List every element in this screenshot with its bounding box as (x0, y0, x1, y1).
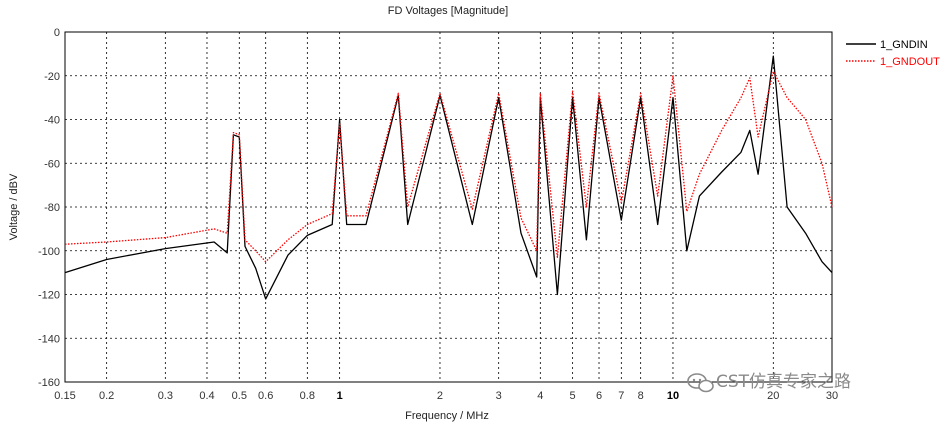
wechat-icon (687, 373, 714, 393)
x-tick-label: 0.2 (99, 390, 114, 402)
x-tick-label: 4 (537, 390, 543, 402)
grid (65, 32, 832, 382)
x-tick-label: 7 (618, 390, 624, 402)
watermark: CST仿真专家之路 (687, 372, 851, 393)
x-tick-label: 5 (570, 390, 576, 402)
x-tick-label: 6 (596, 390, 602, 402)
y-tick-label: -140 (38, 333, 60, 345)
x-tick-label: 0.8 (300, 390, 315, 402)
series-line-1 (64, 55, 833, 300)
x-tick-label: 3 (496, 390, 502, 402)
x-axis-label: Frequency / MHz (405, 410, 489, 422)
x-tick-label: 0.4 (199, 390, 214, 402)
x-tick-label: 0.3 (158, 390, 173, 402)
watermark-text: CST仿真专家之路 (716, 372, 851, 392)
x-tick-label: 8 (638, 390, 644, 402)
y-tick-label: 0 (54, 27, 60, 39)
x-axis-ticks: 0.15 0.2 0.3 0.4 0.5 0.6 0.8 1 2 3 4 5 6 7 8 10 20 30 (54, 390, 838, 402)
x-tick-label: 0.6 (258, 390, 273, 402)
y-tick-label: -120 (38, 290, 60, 302)
chart-title: FD Voltages [Magnitude] (388, 5, 508, 17)
x-tick-label: 20 (767, 390, 779, 402)
x-tick-label: 2 (437, 390, 443, 402)
series-layer (64, 55, 833, 300)
y-axis-ticks: 0 -20 -40 -60 -80 -100 -120 -140 -160 (38, 27, 60, 389)
series-line-2 (64, 70, 833, 263)
y-tick-label: -60 (44, 158, 60, 170)
y-tick-label: -80 (44, 202, 60, 214)
y-tick-label: -40 (44, 115, 60, 127)
x-tick-label: 0.15 (54, 390, 75, 402)
plot-area (64, 31, 833, 383)
y-axis-label: Voltage / dBV (8, 173, 20, 240)
legend-label: 1_GNDIN (880, 39, 928, 51)
y-tick-label: -100 (38, 246, 60, 258)
x-tick-label: 30 (826, 390, 838, 402)
legend: 1_GNDIN 1_GNDOUT (846, 39, 940, 68)
legend-label: 1_GNDOUT (880, 56, 940, 68)
x-tick-label: 0.5 (232, 390, 247, 402)
x-tick-label: 10 (667, 390, 679, 402)
x-tick-label: 1 (337, 390, 343, 402)
y-tick-label: -20 (44, 71, 60, 83)
y-tick-label: -160 (38, 377, 60, 389)
